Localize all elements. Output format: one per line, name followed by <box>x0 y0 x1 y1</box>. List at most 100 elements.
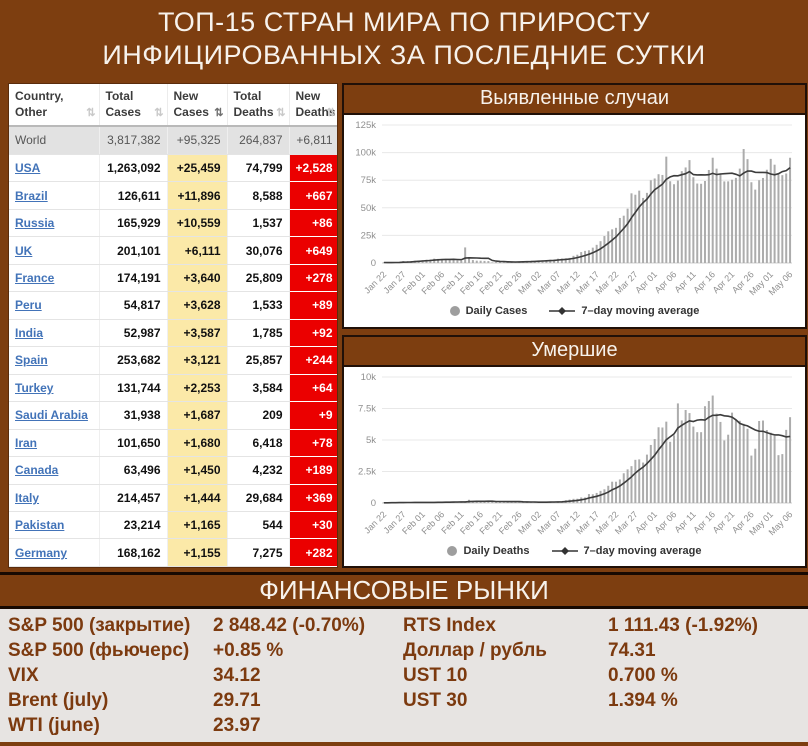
new-cases-cell: +1,444 <box>167 484 228 512</box>
new-cases-cell: +1,155 <box>167 538 228 567</box>
country-link[interactable]: Italy <box>15 490 40 505</box>
x-tick-label: Apr 06 <box>653 269 679 295</box>
country-link[interactable]: India <box>15 325 44 340</box>
fin-value: 29.71 <box>213 689 261 711</box>
legend-line-diamond-icon <box>549 307 576 315</box>
column-header-total-cases[interactable]: Total Cases ⇅ <box>99 84 168 127</box>
cases-chart-title: Выявленные случаи <box>344 85 805 115</box>
legend-item-daily[interactable]: Daily Cases <box>449 305 527 317</box>
column-header-country-other[interactable]: Country, Other ⇅ <box>9 84 100 127</box>
daily-bars <box>382 395 792 503</box>
country-link[interactable]: Brazil <box>15 188 48 203</box>
y-tick-label: 100k <box>355 148 376 159</box>
country-cell: Pakistan <box>9 511 100 540</box>
sort-icon[interactable]: ⇅ <box>326 106 336 119</box>
country-cell: Spain <box>9 346 100 375</box>
country-cell: France <box>9 264 100 293</box>
new-deaths-cell: +244 <box>289 346 337 375</box>
total-deaths-cell: 209 <box>227 401 290 430</box>
country-cell: Peru <box>9 291 100 320</box>
table-row: Russia 165,929 +10,559 1,537 +86 <box>9 209 337 238</box>
y-tick-label: 2.5k <box>358 467 376 478</box>
country-cell: Canada <box>9 456 100 485</box>
country-link[interactable]: Spain <box>15 353 48 368</box>
new-cases-cell: +3,640 <box>167 264 228 293</box>
total-cases-cell: 253,682 <box>99 346 168 375</box>
total-deaths-cell: 8,588 <box>227 181 290 210</box>
total-deaths-cell: 264,837 <box>227 126 290 155</box>
total-deaths-cell: 1,533 <box>227 291 290 320</box>
fin-value: 2 848.42 (-0.70%) <box>213 614 366 636</box>
fin-label: UST 10 <box>403 664 468 686</box>
table-row: Turkey 131,744 +2,253 3,584 +64 <box>9 374 337 403</box>
country-link[interactable]: Iran <box>15 435 38 450</box>
country-cell: Germany <box>9 538 100 567</box>
page-title: ТОП-15 СТРАН МИРА ПО ПРИРОСТУ ИНФИЦИРОВА… <box>0 0 808 80</box>
country-cell: Iran <box>9 429 100 458</box>
legend-item-moving-average[interactable]: 7–day moving average <box>551 545 702 557</box>
cases-chart-legend: Daily Cases 7–day moving average <box>344 305 805 321</box>
column-header-label: New Deaths <box>295 89 336 119</box>
legend-label: 7–day moving average <box>583 545 702 557</box>
total-cases-cell: 201,101 <box>99 236 168 265</box>
page-title-line1: ТОП-15 СТРАН МИРА ПО ПРИРОСТУ <box>157 7 651 37</box>
sort-icon[interactable]: ⇅ <box>214 106 224 119</box>
legend-item-daily[interactable]: Daily Deaths <box>447 545 530 557</box>
table-row: Spain 253,682 +3,121 25,857 +244 <box>9 346 337 375</box>
country-link[interactable]: UK <box>15 243 33 258</box>
new-cases-cell: +6,111 <box>167 236 228 265</box>
fin-value: +0.85 % <box>213 639 284 661</box>
sort-icon[interactable]: ⇅ <box>276 106 286 119</box>
total-cases-cell: 31,938 <box>99 401 168 430</box>
sort-icon[interactable]: ⇅ <box>86 106 96 119</box>
world-row: World 3,817,382 +95,325 264,837 +6,811 <box>9 126 337 155</box>
column-header-total-deaths[interactable]: Total Deaths ⇅ <box>227 84 290 127</box>
country-link[interactable]: Pakistan <box>15 518 65 533</box>
new-deaths-cell: +6,811 <box>289 126 337 155</box>
fin-label: Brent (july) <box>8 689 109 711</box>
new-cases-cell: +11,896 <box>167 181 228 210</box>
country-link[interactable]: Russia <box>15 216 55 231</box>
new-deaths-cell: +189 <box>289 456 337 485</box>
total-deaths-cell: 25,809 <box>227 264 290 293</box>
country-link[interactable]: Canada <box>15 463 59 478</box>
column-header-new-cases[interactable]: New Cases ⇅ <box>167 84 228 127</box>
chart-panel-deaths: Умершие 0 2.5k 5k 7.5k 10k Jan 22 Jan 27 Feb 01… <box>342 335 807 568</box>
new-deaths-cell: +278 <box>289 264 337 293</box>
total-deaths-cell: 25,857 <box>227 346 290 375</box>
table-row: Brazil 126,611 +11,896 8,588 +667 <box>9 181 337 210</box>
country-cell: World <box>9 126 100 155</box>
covid-table: Country, Other ⇅ Total Cases ⇅ New Cases ⇅ Tot… <box>9 84 337 567</box>
total-deaths-cell: 30,076 <box>227 236 290 265</box>
fin-label: VIX <box>8 664 39 686</box>
column-header-label: Total Cases <box>105 89 141 119</box>
country-link[interactable]: Peru <box>15 298 42 313</box>
total-deaths-cell: 6,418 <box>227 429 290 458</box>
country-link[interactable]: Turkey <box>15 380 54 395</box>
sort-icon[interactable]: ⇅ <box>154 106 164 119</box>
country-link[interactable]: France <box>15 270 55 285</box>
total-cases-cell: 23,214 <box>99 511 168 540</box>
total-deaths-cell: 7,275 <box>227 538 290 567</box>
total-deaths-cell: 1,785 <box>227 319 290 348</box>
fin-label: S&P 500 (закрытие) <box>8 614 191 636</box>
country-link[interactable]: Germany <box>15 545 68 560</box>
column-header-new-deaths[interactable]: New Deaths ⇅ <box>289 84 337 127</box>
moving-average-line <box>383 167 791 264</box>
total-deaths-cell: 4,232 <box>227 456 290 485</box>
country-link[interactable]: Saudi Arabia <box>15 408 88 423</box>
y-tick-label: 0 <box>371 258 376 269</box>
y-tick-label: 75k <box>361 175 377 186</box>
new-deaths-cell: +369 <box>289 484 337 512</box>
country-cell: Brazil <box>9 181 100 210</box>
total-cases-cell: 3,817,382 <box>99 126 168 155</box>
table-row: Italy 214,457 +1,444 29,684 +369 <box>9 484 337 512</box>
new-deaths-cell: +2,528 <box>289 154 337 183</box>
table-row: Saudi Arabia 31,938 +1,687 209 +9 <box>9 401 337 430</box>
new-deaths-cell: +649 <box>289 236 337 265</box>
legend-item-moving-average[interactable]: 7–day moving average <box>549 305 699 317</box>
total-deaths-cell: 544 <box>227 511 290 540</box>
new-deaths-cell: +78 <box>289 429 337 458</box>
country-link[interactable]: USA <box>15 161 41 176</box>
